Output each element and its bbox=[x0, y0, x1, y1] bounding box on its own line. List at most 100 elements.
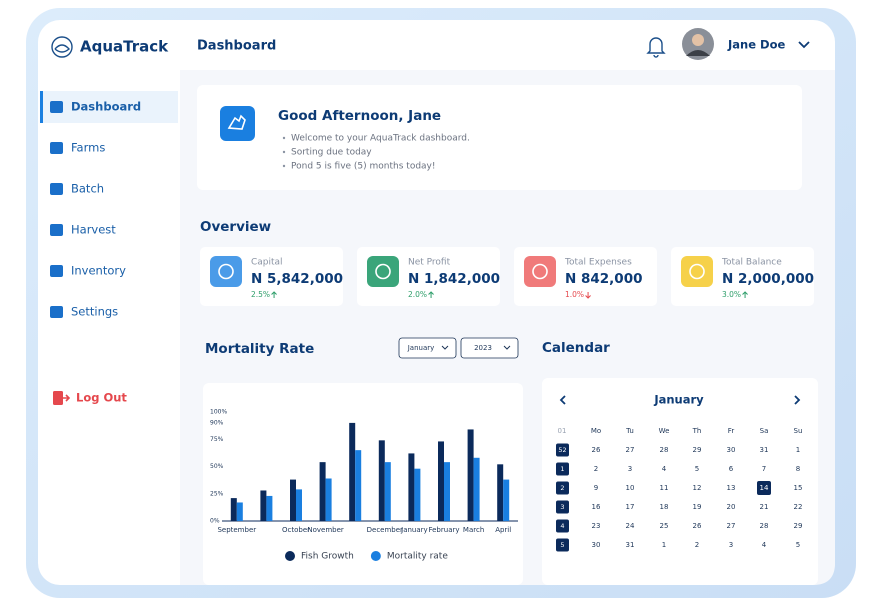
day[interactable]: 17 bbox=[626, 503, 635, 511]
selected-day[interactable]: 14 bbox=[760, 484, 769, 492]
day[interactable]: 30 bbox=[592, 541, 601, 549]
day[interactable]: 3 bbox=[628, 465, 632, 473]
user-name[interactable]: Jane Doe bbox=[727, 38, 785, 52]
nav-label[interactable]: Batch bbox=[71, 182, 104, 196]
day[interactable]: 28 bbox=[760, 522, 769, 530]
nav-item[interactable]: Inventory bbox=[50, 264, 126, 278]
dropdown-box[interactable] bbox=[398, 337, 457, 359]
day[interactable]: 4 bbox=[762, 541, 767, 549]
day[interactable]: 23 bbox=[592, 522, 601, 530]
dropdown[interactable]: January bbox=[398, 337, 457, 359]
day[interactable]: 8 bbox=[796, 465, 800, 473]
card-icon bbox=[681, 256, 713, 287]
nav-item[interactable]: Farms bbox=[50, 141, 105, 155]
day[interactable]: 12 bbox=[693, 484, 702, 492]
nav-item[interactable]: Settings bbox=[50, 305, 118, 319]
logout-label[interactable]: Log Out bbox=[76, 391, 127, 405]
card-change: 3.0% bbox=[722, 290, 741, 299]
nav-item[interactable]: Batch bbox=[50, 182, 104, 196]
nav-label[interactable]: Dashboard bbox=[71, 100, 141, 114]
card-label: Capital bbox=[251, 258, 283, 268]
day[interactable]: 4 bbox=[662, 465, 667, 473]
stat-card: Total Balance N 2,000,000 3.0% bbox=[671, 247, 814, 306]
bar bbox=[408, 453, 415, 521]
nav-item[interactable]: Harvest bbox=[50, 223, 116, 237]
day[interactable]: 24 bbox=[626, 522, 635, 530]
weekday: Mo bbox=[591, 427, 601, 435]
day[interactable]: 28 bbox=[660, 446, 669, 454]
day[interactable]: 5 bbox=[796, 541, 800, 549]
day[interactable]: 27 bbox=[626, 446, 635, 454]
day[interactable]: 22 bbox=[794, 503, 803, 511]
day[interactable]: 20 bbox=[727, 503, 736, 511]
nav-label[interactable]: Inventory bbox=[71, 264, 126, 278]
x-tick-label: February bbox=[428, 526, 459, 534]
day[interactable]: 26 bbox=[592, 446, 601, 454]
stat-cards: Capital N 5,842,000 2.5% Net Profit N 1,842,… bbox=[200, 247, 814, 306]
calendar-card bbox=[542, 378, 818, 585]
day[interactable]: 27 bbox=[727, 522, 736, 530]
bar bbox=[444, 462, 450, 521]
day[interactable]: 21 bbox=[760, 503, 769, 511]
day[interactable]: 5 bbox=[695, 465, 699, 473]
day[interactable]: 7 bbox=[762, 465, 766, 473]
nav-item[interactable]: Dashboard bbox=[40, 91, 178, 123]
trend-arrow-down bbox=[585, 292, 591, 299]
day[interactable]: 6 bbox=[729, 465, 734, 473]
trend-arrow-up bbox=[271, 291, 277, 298]
sidebar: Dashboard Farms Batch Harvest Inventory Setti… bbox=[40, 91, 178, 319]
week-badge bbox=[556, 500, 569, 514]
prev-month[interactable] bbox=[559, 395, 566, 405]
user-menu-chevron[interactable] bbox=[798, 41, 810, 49]
bar bbox=[414, 468, 421, 521]
dropdown-label[interactable]: January bbox=[407, 344, 435, 352]
day[interactable]: 26 bbox=[693, 522, 702, 530]
week-header: 01 bbox=[558, 427, 567, 435]
x-tick-label: September bbox=[217, 526, 256, 534]
dropdown[interactable]: 2023 bbox=[460, 337, 519, 359]
day[interactable]: 11 bbox=[660, 484, 669, 492]
stat-card: Capital N 5,842,000 2.5% bbox=[200, 247, 343, 306]
day[interactable]: 30 bbox=[727, 446, 736, 454]
bar bbox=[355, 450, 362, 521]
card-change: 1.0% bbox=[565, 290, 584, 299]
logout[interactable]: Log Out bbox=[53, 391, 127, 406]
day[interactable]: 9 bbox=[594, 484, 598, 492]
nav-label[interactable]: Harvest bbox=[71, 223, 116, 237]
avatar[interactable] bbox=[682, 28, 714, 60]
day[interactable]: 15 bbox=[794, 484, 803, 492]
card-change: 2.0% bbox=[408, 290, 427, 299]
bar bbox=[319, 462, 326, 521]
day[interactable]: 2 bbox=[594, 465, 598, 473]
day[interactable]: 31 bbox=[760, 446, 769, 454]
next-month[interactable] bbox=[794, 395, 801, 405]
day[interactable]: 18 bbox=[660, 503, 669, 511]
card-change: 2.5% bbox=[251, 290, 270, 299]
day[interactable]: 19 bbox=[693, 503, 702, 511]
section-title: Overview bbox=[200, 219, 271, 235]
x-tick-label: December bbox=[367, 526, 403, 534]
notifications[interactable] bbox=[646, 37, 666, 58]
day[interactable]: 29 bbox=[794, 522, 803, 530]
dropdown-box[interactable] bbox=[460, 337, 519, 359]
trend-arrow-up bbox=[742, 291, 748, 298]
day[interactable]: 3 bbox=[729, 541, 733, 549]
selected-day-bg[interactable] bbox=[757, 481, 771, 495]
nav-label[interactable]: Farms bbox=[71, 141, 105, 155]
day[interactable]: 25 bbox=[660, 522, 669, 530]
day[interactable]: 13 bbox=[727, 484, 736, 492]
day[interactable]: 31 bbox=[626, 541, 635, 549]
bar bbox=[266, 495, 273, 521]
day[interactable]: 16 bbox=[592, 503, 601, 511]
day[interactable]: 29 bbox=[693, 446, 702, 454]
day[interactable]: 10 bbox=[626, 484, 635, 492]
day[interactable]: 1 bbox=[796, 446, 800, 454]
card-icon-glyph bbox=[532, 263, 548, 280]
day[interactable]: 1 bbox=[662, 541, 666, 549]
y-tick-label: 90% bbox=[210, 419, 224, 426]
card-icon bbox=[210, 256, 242, 287]
x-tick-label: October bbox=[282, 526, 310, 534]
dropdown-label[interactable]: 2023 bbox=[474, 344, 492, 352]
nav-label[interactable]: Settings bbox=[71, 305, 118, 319]
day[interactable]: 2 bbox=[695, 541, 699, 549]
